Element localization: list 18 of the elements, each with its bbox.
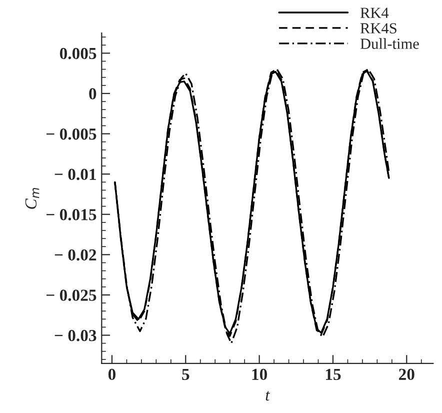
x-tick-label: 15 <box>326 368 341 380</box>
y-tick-label: − 0.005 <box>46 128 96 140</box>
y-tick-label: − 0.01 <box>54 168 96 180</box>
legend-label: RK4 <box>360 8 389 18</box>
y-tick-label: − 0.025 <box>46 290 96 301</box>
x-tick-label: 0 <box>108 368 116 380</box>
y-tick-label: 0 <box>89 88 96 100</box>
x-tick-label: 5 <box>182 368 190 380</box>
x-axis-title: t <box>266 391 270 401</box>
legend-label: Dull-time <box>360 38 419 49</box>
y-tick-label: − 0.03 <box>54 330 96 342</box>
y-tick-label: 0.005 <box>60 48 96 60</box>
y-tick-label: − 0.02 <box>54 249 96 261</box>
y-axis-title: C$_{m}$ <box>25 188 40 209</box>
y-tick-label: − 0.015 <box>46 209 96 220</box>
x-tick-label: 20 <box>399 368 414 380</box>
x-tick-label: 10 <box>252 368 268 380</box>
legend-label: RK4S <box>360 23 396 34</box>
